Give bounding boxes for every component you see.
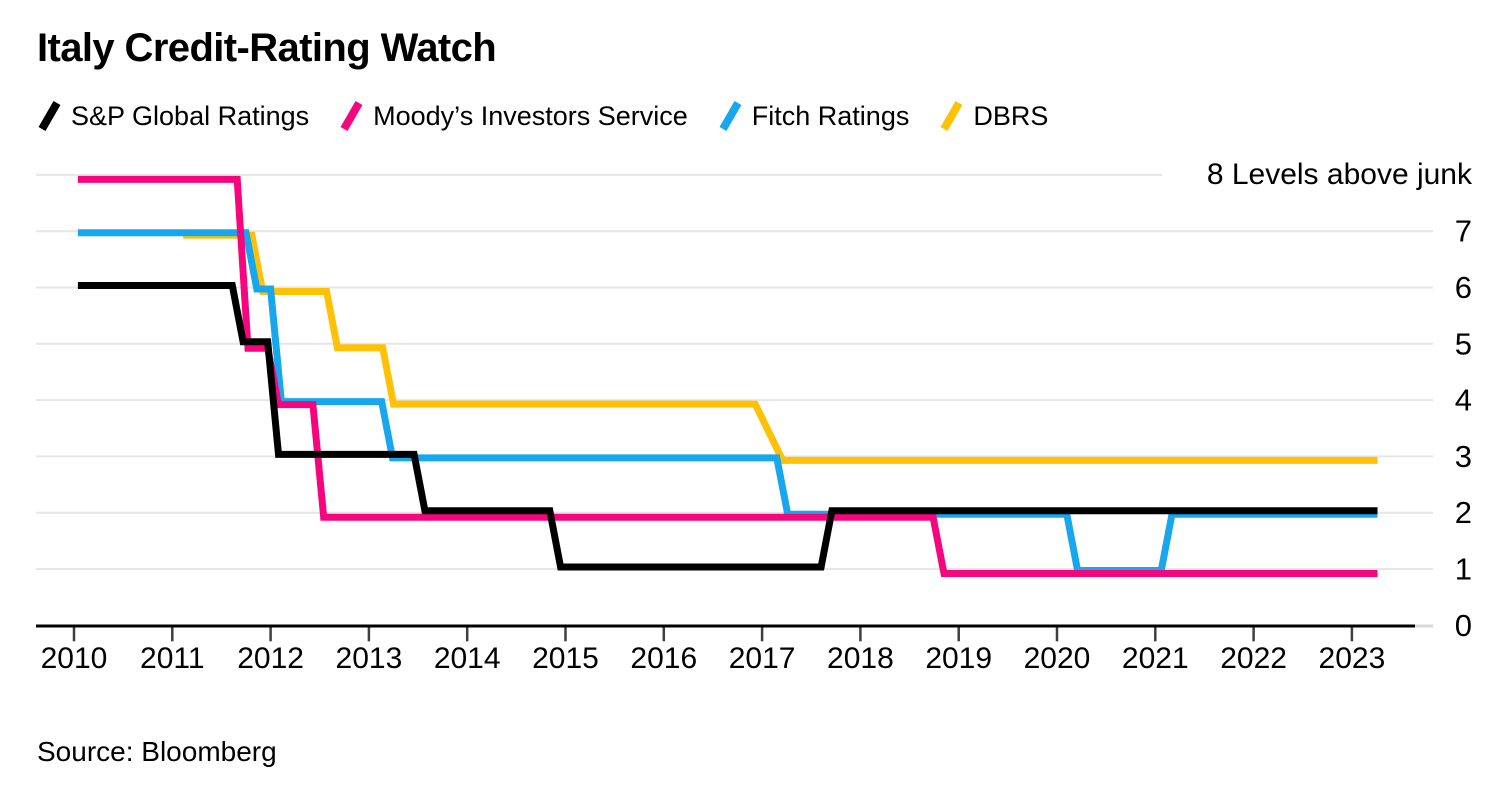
source-note: Source: Bloomberg: [37, 736, 277, 767]
y-tick-label: 1: [1455, 552, 1472, 587]
y-tick-label: 6: [1455, 270, 1472, 305]
x-tick-label: 2022: [1220, 642, 1287, 675]
legend-label: S&P Global Ratings: [71, 100, 310, 131]
series-dbrs: [183, 231, 1378, 464]
series-sp: [77, 282, 1378, 571]
x-tick-label: 2010: [41, 642, 108, 675]
legend-label: Moody’s Investors Service: [373, 100, 688, 131]
legend-slash-icon: [38, 101, 61, 131]
legend-label: DBRS: [973, 100, 1049, 131]
series-moodys: [77, 175, 1378, 577]
legend: S&P Global Ratings Moody’s Investors Serv…: [37, 100, 1048, 132]
x-tick-label: 2015: [532, 642, 599, 675]
legend-slash-icon: [340, 101, 363, 131]
x-tick-label: 2016: [630, 642, 697, 675]
legend-slash-icon: [940, 101, 963, 131]
legend-item-sp: S&P Global Ratings: [37, 100, 309, 132]
y-tick-label: 0: [1455, 608, 1472, 643]
x-tick-label: 2012: [237, 642, 304, 675]
x-tick-label: 2021: [1122, 642, 1189, 675]
y-tick-label: 2: [1455, 495, 1472, 530]
x-tick-label: 2019: [925, 642, 992, 675]
x-tick-label: 2020: [1024, 642, 1091, 675]
x-tick-label: 2023: [1319, 642, 1386, 675]
x-tick-label: 2013: [336, 642, 403, 675]
legend-item-dbrs: DBRS: [939, 100, 1048, 132]
top-axis-label: 8 Levels above junk: [1206, 158, 1472, 191]
y-tick-label: 5: [1455, 326, 1472, 361]
chart-title: Italy Credit-Rating Watch: [37, 26, 497, 70]
y-tick-label: 3: [1455, 439, 1472, 474]
legend-slash-icon: [719, 101, 742, 131]
y-tick-label: 4: [1455, 383, 1472, 418]
x-tick-label: 2017: [729, 642, 796, 675]
legend-item-moodys: Moody’s Investors Service: [339, 100, 688, 132]
x-tick-label: 2014: [434, 642, 501, 675]
y-tick-label: 7: [1455, 214, 1472, 249]
legend-item-fitch: Fitch Ratings: [718, 100, 910, 132]
legend-label: Fitch Ratings: [751, 100, 910, 131]
x-tick-label: 2018: [827, 642, 894, 675]
x-tick-label: 2011: [140, 642, 205, 675]
